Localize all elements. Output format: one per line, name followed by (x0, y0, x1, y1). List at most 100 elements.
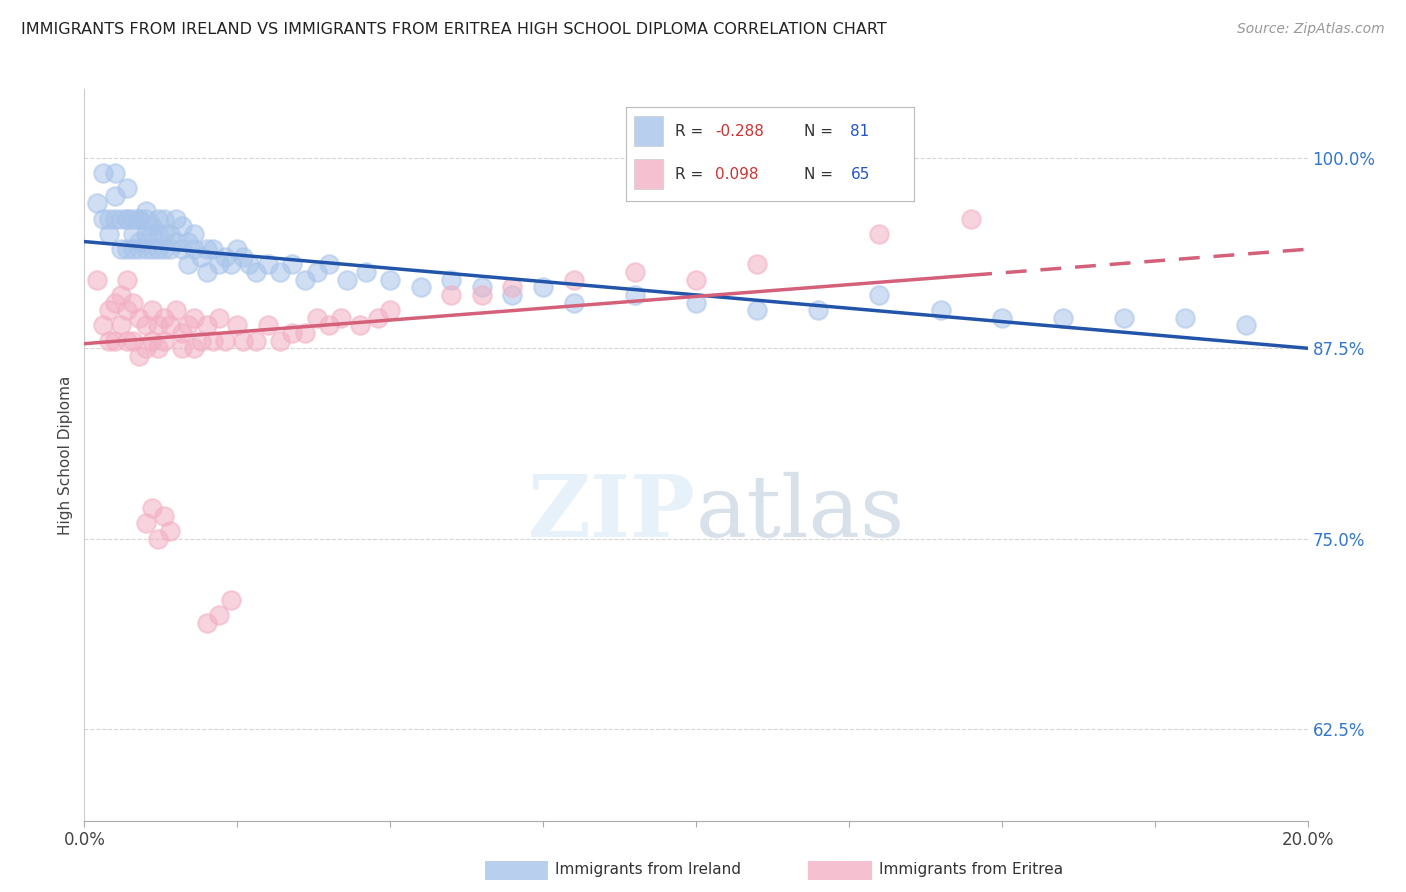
Point (214, 334, 236, 348)
Point (281, 257, 304, 271)
Point (269, 334, 291, 348)
Text: ZIP: ZIP (529, 472, 696, 556)
Point (153, 211, 176, 226)
Bar (634, 160, 664, 189)
Point (153, 242, 176, 256)
Point (165, 211, 187, 226)
Point (146, 532, 169, 546)
Point (141, 227, 163, 241)
Point (380, 303, 402, 318)
Point (471, 288, 494, 302)
Point (1234, 318, 1257, 333)
Point (367, 310, 389, 325)
Point (135, 341, 157, 355)
Point (146, 341, 169, 355)
Text: R =: R = (675, 167, 707, 182)
Point (128, 242, 150, 256)
Point (146, 242, 169, 256)
Point (141, 219, 163, 234)
Point (153, 310, 176, 325)
Point (177, 235, 200, 249)
Point (97, 334, 120, 348)
Point (245, 334, 267, 348)
Point (86, 273, 108, 287)
Point (349, 318, 371, 333)
Point (214, 250, 236, 264)
Point (159, 227, 181, 241)
Point (128, 349, 150, 363)
Point (115, 211, 138, 226)
Point (190, 250, 212, 264)
Point (208, 310, 231, 325)
Point (172, 242, 194, 256)
Point (183, 341, 205, 355)
Point (110, 318, 132, 333)
Point (97, 211, 120, 226)
Point (330, 310, 353, 325)
Point (624, 288, 647, 302)
Point (172, 219, 194, 234)
Point (104, 211, 127, 226)
Point (146, 318, 169, 333)
Point (153, 227, 176, 241)
Text: 65: 65 (851, 167, 870, 182)
Point (183, 227, 205, 241)
Point (531, 280, 554, 294)
Point (354, 265, 377, 279)
Point (201, 242, 224, 256)
Point (208, 607, 231, 622)
Point (141, 334, 163, 348)
Point (115, 211, 138, 226)
Point (960, 211, 983, 226)
Point (122, 334, 145, 348)
Point (141, 303, 163, 318)
Point (226, 242, 249, 256)
Point (929, 303, 952, 318)
Point (183, 310, 205, 325)
Point (305, 310, 328, 325)
Point (146, 227, 169, 241)
Point (141, 242, 163, 256)
Point (747, 257, 769, 271)
Point (562, 295, 585, 310)
Point (97, 227, 120, 241)
Text: 0.098: 0.098 (716, 167, 758, 182)
Point (195, 265, 218, 279)
Text: atlas: atlas (696, 472, 905, 555)
Point (86, 196, 108, 211)
Point (91, 166, 114, 180)
Point (135, 204, 157, 219)
Point (159, 242, 181, 256)
Point (97, 303, 120, 318)
Point (135, 211, 157, 226)
Point (562, 273, 585, 287)
Point (440, 273, 463, 287)
Point (201, 334, 224, 348)
Point (869, 227, 891, 241)
Point (159, 524, 181, 538)
Point (141, 501, 163, 516)
Point (305, 265, 328, 279)
Point (440, 288, 463, 302)
Point (115, 334, 138, 348)
Point (257, 257, 280, 271)
Point (153, 334, 176, 348)
Text: R =: R = (675, 124, 707, 139)
Point (172, 326, 194, 340)
Point (190, 334, 212, 348)
Point (128, 235, 150, 249)
Point (502, 288, 524, 302)
Point (232, 334, 254, 348)
Point (380, 273, 402, 287)
Point (165, 235, 187, 249)
Point (208, 257, 231, 271)
Point (318, 318, 340, 333)
Point (1174, 310, 1197, 325)
Point (685, 273, 707, 287)
Point (128, 211, 150, 226)
Point (104, 334, 127, 348)
Point (135, 227, 157, 241)
Point (110, 211, 132, 226)
Point (232, 250, 254, 264)
Point (183, 242, 205, 256)
